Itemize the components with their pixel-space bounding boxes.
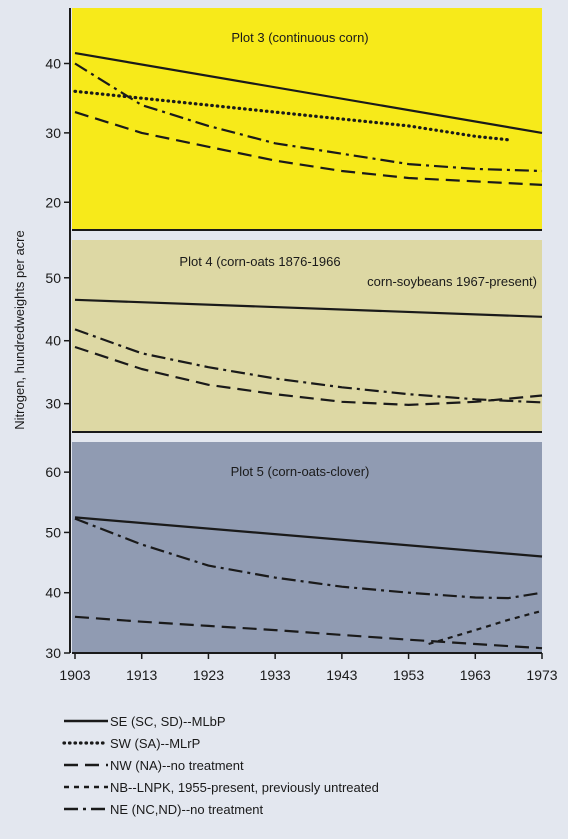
legend-swatch bbox=[64, 807, 108, 811]
legend-swatch bbox=[64, 785, 108, 789]
series-nw-line-plot-4 bbox=[74, 345, 543, 406]
panel-5-title: Plot 5 (corn-oats-clover) bbox=[231, 464, 370, 479]
legend-label: NE (NC,ND)--no treatment bbox=[110, 801, 264, 817]
legend-label: NB--LNPK, 1955-present, previously untre… bbox=[110, 779, 379, 795]
legend-item-sw: SW (SA)--MLrP bbox=[62, 732, 379, 754]
y-tick-label: 30 bbox=[45, 125, 61, 141]
y-tick-label: 50 bbox=[45, 270, 61, 286]
y-tick-label: 40 bbox=[45, 333, 61, 349]
series-sw-line-plot-3 bbox=[73, 89, 511, 142]
y-tick-label: 30 bbox=[45, 396, 61, 412]
legend-item-nw: NW (NA)--no treatment bbox=[62, 754, 379, 776]
series-se-line-plot-4 bbox=[74, 298, 543, 318]
legend: SE (SC, SD)--MLbP SW (SA)--MLrP NW (NA)--n… bbox=[62, 710, 379, 820]
legend-item-se: SE (SC, SD)--MLbP bbox=[62, 710, 379, 732]
series-ne-line-plot-3 bbox=[74, 62, 543, 173]
x-tick-label: 1923 bbox=[193, 667, 224, 683]
legend-item-nb: NB--LNPK, 1955-present, previously untre… bbox=[62, 776, 379, 798]
x-tick-label: 1903 bbox=[59, 667, 90, 683]
legend-label: SE (SC, SD)--MLbP bbox=[110, 713, 226, 729]
series-ne-line-plot-5 bbox=[74, 517, 543, 600]
y-tick-label: 40 bbox=[45, 585, 61, 601]
x-tick-label: 1943 bbox=[326, 667, 357, 683]
legend-swatch bbox=[64, 719, 108, 723]
panel-4-title-line2: corn-soybeans 1967-present) bbox=[367, 274, 537, 289]
x-tick-label: 1933 bbox=[260, 667, 291, 683]
y-tick-label: 30 bbox=[45, 645, 61, 661]
y-tick-label: 20 bbox=[45, 194, 61, 210]
legend-label: SW (SA)--MLrP bbox=[110, 735, 201, 751]
x-tick-label: 1913 bbox=[126, 667, 157, 683]
series-nw-line-plot-3 bbox=[74, 111, 543, 186]
y-tick-label: 50 bbox=[45, 524, 61, 540]
panel-5-background bbox=[72, 442, 542, 653]
series-nb-line-plot-5 bbox=[428, 609, 543, 646]
panel-4-title: Plot 4 (corn-oats 1876-1966 bbox=[179, 254, 340, 269]
x-tick-label: 1963 bbox=[460, 667, 491, 683]
x-tick-label: 1953 bbox=[393, 667, 424, 683]
y-axis-label: Nitrogen, hundredweights per acre bbox=[12, 230, 27, 429]
panel-3-title: Plot 3 (continuous corn) bbox=[231, 30, 368, 45]
series-se-line-plot-3 bbox=[74, 52, 543, 134]
series-nw-line-plot-5 bbox=[74, 615, 543, 650]
x-tick-label: 1973 bbox=[526, 667, 557, 683]
series-ne-line-plot-4 bbox=[74, 328, 543, 404]
y-tick-label: 40 bbox=[45, 56, 61, 72]
legend-item-ne: NE (NC,ND)--no treatment bbox=[62, 798, 379, 820]
legend-swatch bbox=[62, 741, 110, 745]
y-tick-label: 60 bbox=[45, 464, 61, 480]
panel-4-background bbox=[72, 240, 542, 432]
series-se-line-plot-5 bbox=[74, 516, 543, 558]
legend-swatch bbox=[64, 763, 108, 767]
legend-label: NW (NA)--no treatment bbox=[110, 757, 244, 773]
